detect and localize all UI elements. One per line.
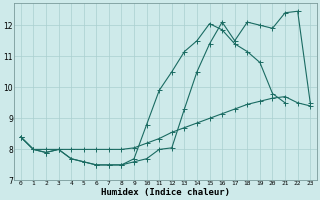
- X-axis label: Humidex (Indice chaleur): Humidex (Indice chaleur): [101, 188, 230, 197]
